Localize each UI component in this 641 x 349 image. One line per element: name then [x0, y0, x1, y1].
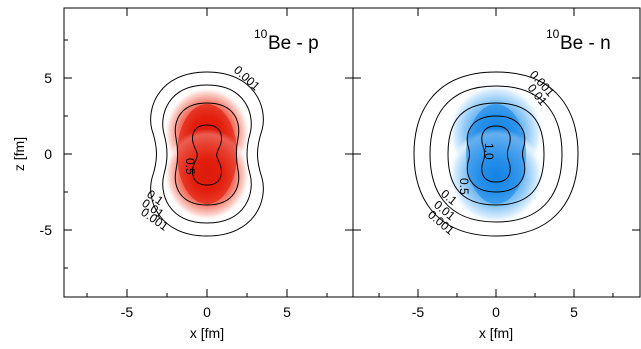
neutron-contours — [413, 71, 579, 237]
panel-neutron: 1.0 0.5 0.1 0.01 0.001 0.001 0.01 10 Be … — [352, 7, 641, 341]
contour-0.1 — [174, 102, 240, 206]
x-tick-label: -5 — [121, 304, 134, 320]
x-tick-label: -5 — [412, 304, 425, 320]
proton-density-map — [150, 71, 264, 237]
neutron-contour-label: 1.0 — [482, 143, 496, 160]
contour-0.5 — [192, 124, 222, 186]
proton-contours — [150, 71, 264, 237]
contour-0.001 — [150, 71, 264, 237]
contour-0.001 — [413, 71, 579, 237]
x-axis-label: x [fm] — [479, 325, 513, 341]
proton-contour-label: 0.5 — [183, 158, 197, 175]
proton-panel-label-superscript: 10 — [254, 27, 268, 41]
panel-proton: 0.5 0.1 0.01 0.001 0.001 10 Be - p -5 0 … — [11, 7, 354, 341]
y-tick-label: 0 — [44, 146, 52, 162]
contour-0.01 — [162, 84, 252, 224]
y-tick-label: 5 — [44, 70, 52, 86]
neutron-panel-label-superscript: 10 — [546, 27, 560, 41]
y-tick-label: -5 — [40, 222, 53, 238]
proton-contour-label: 0.001 — [231, 63, 263, 94]
proton-ticks — [64, 8, 353, 297]
neutron-panel-label: Be - n — [560, 33, 611, 54]
contour-0.01 — [429, 85, 563, 223]
neutron-contour-label: 0.5 — [457, 178, 471, 195]
y-axis-label: z [fm] — [11, 137, 27, 171]
x-tick-label: 5 — [283, 304, 291, 320]
x-tick-label: 0 — [203, 304, 211, 320]
x-tick-label: 0 — [492, 304, 500, 320]
neutron-density-map — [413, 71, 579, 237]
contour-1.0 — [481, 125, 511, 183]
x-tick-label: 5 — [570, 304, 578, 320]
proton-density-core — [177, 104, 237, 204]
neutron-density-core — [466, 104, 526, 204]
neutron-ticks — [353, 8, 640, 297]
proton-panel-label: Be - p — [268, 33, 319, 54]
x-axis-label: x [fm] — [190, 325, 224, 341]
contour-0.5 — [466, 115, 526, 193]
contour-0.1 — [447, 102, 545, 206]
